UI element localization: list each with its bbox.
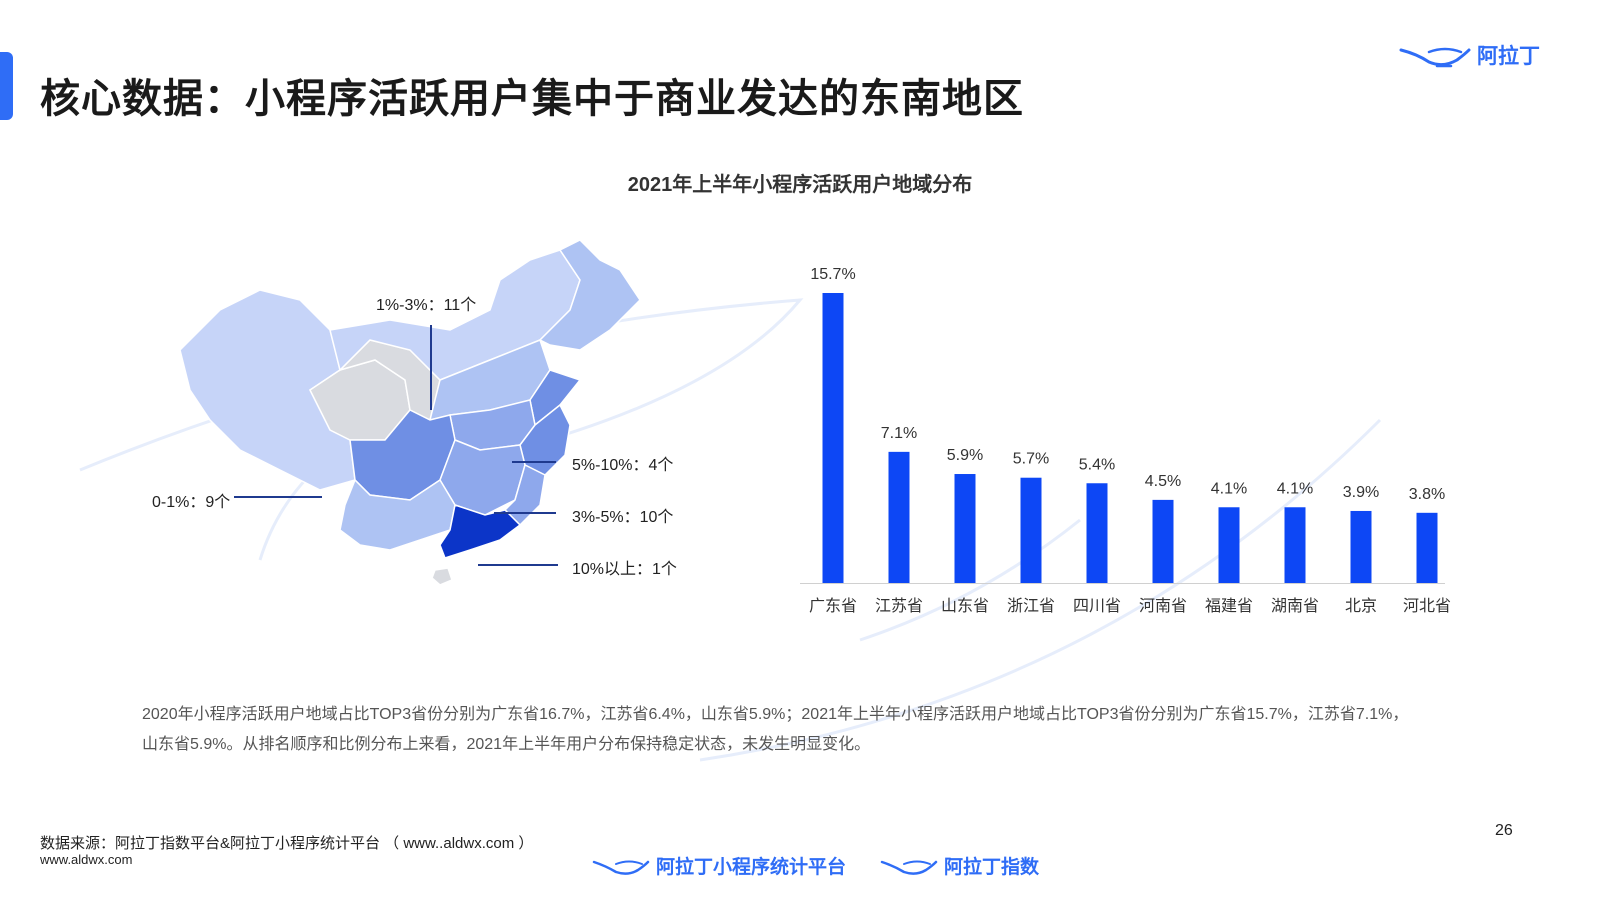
summary-line-2: 山东省5.9%。从排名顺序和比例分布上来看，2021年上半年用户分布保持稳定状态… xyxy=(142,736,871,753)
category-label-6: 河南省 xyxy=(1139,597,1187,615)
category-label-5: 四川省 xyxy=(1073,597,1121,615)
bar-2 xyxy=(888,451,910,583)
map-label-10-plus: 10%以上：1个 xyxy=(572,561,677,578)
footer-logo-index: 阿拉丁指数 xyxy=(880,852,1039,879)
lamp-icon xyxy=(1399,47,1471,68)
summary-line-1: 2020年小程序活跃用户地域占比TOP3省份分别为广东省16.7%，江苏省6.4… xyxy=(142,706,1409,723)
page-title: 核心数据：小程序活跃用户集中于商业发达的东南地区 xyxy=(40,77,1024,121)
value-label-3: 5.9% xyxy=(947,447,983,464)
region-guangdong xyxy=(439,504,522,559)
category-label-8: 湖南省 xyxy=(1271,597,1319,615)
bar-5 xyxy=(1086,483,1108,583)
value-label-2: 7.1% xyxy=(881,425,917,442)
page-number: 26 xyxy=(1495,822,1513,839)
value-label-9: 3.9% xyxy=(1343,484,1379,501)
bar-9 xyxy=(1350,510,1372,583)
value-label-1: 15.7% xyxy=(810,266,855,283)
value-label-8: 4.1% xyxy=(1277,480,1313,497)
region-northeast xyxy=(538,239,641,351)
bar-6 xyxy=(1152,499,1174,583)
footer-logo-index-text: 阿拉丁指数 xyxy=(944,857,1040,878)
brand-logo: 阿拉丁 xyxy=(1399,40,1540,70)
map-label-0-1: 0-1%：9个 xyxy=(152,494,231,511)
bar-4 xyxy=(1020,477,1042,583)
footer-logo-stats-text: 阿拉丁小程序统计平台 xyxy=(656,857,847,878)
bar-3 xyxy=(954,474,976,583)
data-source: 数据来源：阿拉丁指数平台&阿拉丁小程序统计平台 （ www..aldwx.com… xyxy=(40,835,534,852)
bar-1 xyxy=(822,293,844,583)
value-label-4: 5.7% xyxy=(1013,451,1049,468)
map-label-3-5: 3%-5%：10个 xyxy=(572,509,674,526)
category-label-3: 山东省 xyxy=(941,597,989,615)
lamp-icon xyxy=(880,860,938,875)
leader-line-1-3 xyxy=(430,325,432,410)
category-label-4: 浙江省 xyxy=(1007,597,1055,615)
china-map xyxy=(140,239,740,610)
leader-line-10-plus xyxy=(478,564,558,566)
summary-text: 2020年小程序活跃用户地域占比TOP3省份分别为广东省16.7%，江苏省6.4… xyxy=(142,700,1482,760)
value-label-5: 5.4% xyxy=(1079,456,1115,473)
map-label-1-3: 1%-3%：11个 xyxy=(376,297,477,314)
value-label-6: 4.5% xyxy=(1145,473,1181,490)
leader-line-3-5 xyxy=(494,512,556,514)
value-label-7: 4.1% xyxy=(1211,480,1247,497)
footer-logo-stats: 阿拉丁小程序统计平台 xyxy=(592,852,846,879)
title-accent-bar xyxy=(0,52,13,120)
leader-line-0-1 xyxy=(234,496,322,498)
bar-8 xyxy=(1284,507,1306,583)
bar-7 xyxy=(1218,507,1240,583)
leader-line-5-10 xyxy=(512,461,556,463)
region-hainan xyxy=(431,567,453,586)
category-label-1: 广东省 xyxy=(809,597,857,615)
chart-title: 2021年上半年小程序活跃用户地域分布 xyxy=(627,174,973,196)
china-map-svg xyxy=(179,239,641,586)
map-label-5-10: 5%-10%：4个 xyxy=(572,457,674,474)
brand-logo-text: 阿拉丁 xyxy=(1477,45,1540,68)
site-url: www.aldwx.com xyxy=(40,852,133,867)
bar-chart: 15.7% 广东省 7.1% 江苏省 5.9% 山东省 5.7% 浙江省 5.4% 四川省 4.5%… xyxy=(800,266,1451,615)
category-label-7: 福建省 xyxy=(1205,597,1253,615)
bar-10 xyxy=(1416,512,1438,583)
category-label-9: 北京 xyxy=(1345,597,1377,615)
region-southwest xyxy=(339,478,456,551)
category-label-10: 河北省 xyxy=(1403,597,1451,615)
value-label-10: 3.8% xyxy=(1409,486,1445,503)
category-label-2: 江苏省 xyxy=(875,597,923,615)
lamp-icon xyxy=(592,860,650,875)
